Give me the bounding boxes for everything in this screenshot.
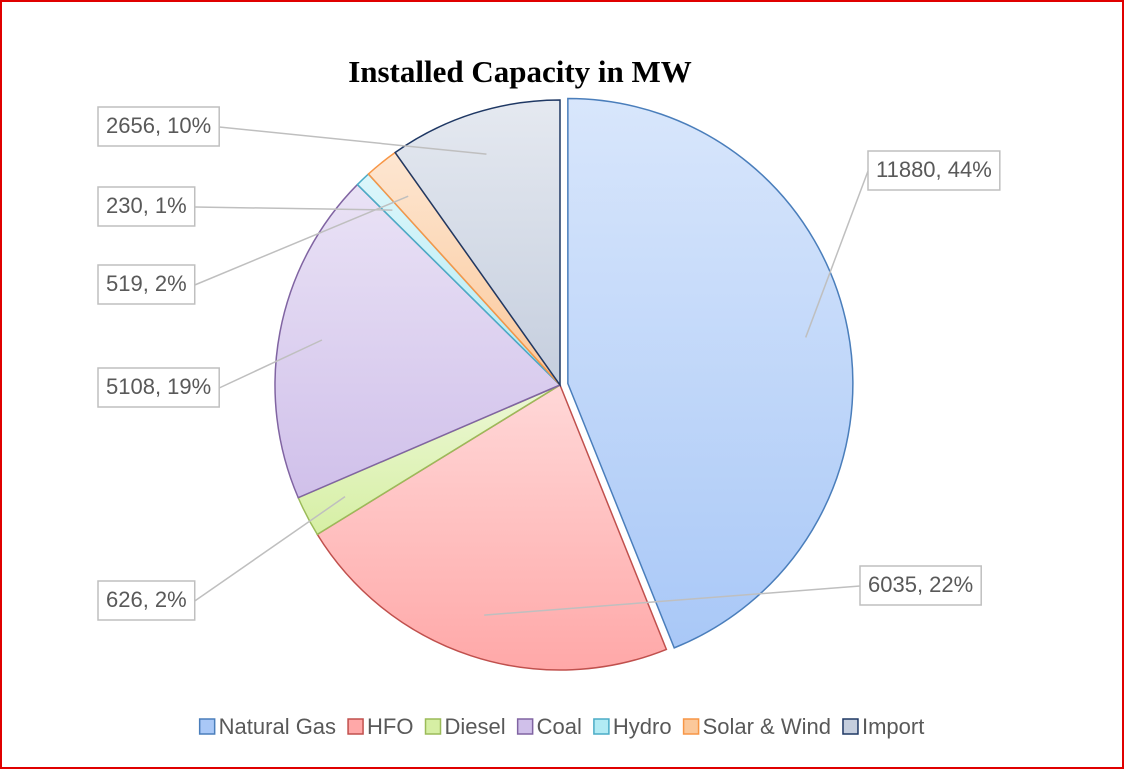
leader-line: [194, 195, 409, 286]
legend-swatch: [516, 718, 534, 735]
legend-swatch: [842, 718, 859, 735]
leader-line: [219, 126, 487, 155]
leader-line: [218, 339, 323, 389]
legend-label: Hydro: [613, 714, 672, 739]
data-label: 2656, 10%: [106, 113, 211, 138]
leader-line: [484, 585, 861, 616]
pie-slice: [274, 183, 562, 499]
label-box: [97, 580, 196, 621]
leader-line: [804, 170, 869, 338]
legend-label: Solar & Wind: [703, 714, 831, 739]
legend-swatch: [424, 718, 442, 735]
pie-slice: [567, 97, 854, 649]
label-box: [859, 565, 982, 606]
pie-slice: [316, 383, 668, 671]
data-label: 6035, 22%: [868, 572, 973, 597]
data-label: 519, 2%: [106, 271, 187, 296]
label-box: [97, 186, 196, 227]
legend-swatch: [593, 718, 610, 735]
leader-line: [194, 206, 393, 211]
data-label: 626, 2%: [106, 587, 187, 612]
leader-line: [194, 496, 346, 602]
legend-label: Coal: [537, 714, 582, 739]
data-label: 5108, 19%: [106, 374, 211, 399]
legend-swatch: [198, 718, 216, 735]
label-box: [867, 150, 1001, 191]
legend-label: Diesel: [445, 714, 506, 739]
data-label: 230, 1%: [106, 193, 187, 218]
legend-label: HFO: [367, 714, 413, 739]
legend-swatch: [682, 718, 700, 735]
legend-label: Import: [862, 714, 924, 739]
data-label: 11880, 44%: [876, 157, 992, 182]
label-box: [97, 367, 220, 408]
chart-title: Installed Capacity in MW: [348, 54, 692, 89]
label-box: [97, 264, 196, 305]
label-box: [97, 106, 220, 147]
legend-swatch: [347, 718, 364, 735]
legend-label: Natural Gas: [219, 714, 336, 739]
